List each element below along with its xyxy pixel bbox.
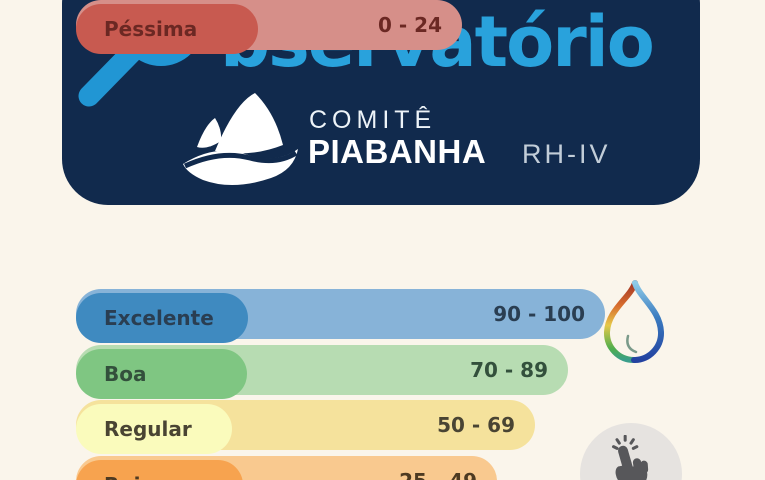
scale-row-ruim: 25 - 49 Ruim — [76, 456, 726, 480]
scale-range: 0 - 24 — [378, 13, 442, 37]
org-region-code: RH-IV — [522, 139, 611, 169]
scale-pill — [76, 460, 243, 480]
scale-range: 50 - 69 — [437, 413, 515, 437]
scale-label: Ruim — [104, 460, 161, 480]
scale-pill — [76, 404, 232, 454]
mountain-waves-logo-icon — [183, 93, 298, 186]
scale-label: Regular — [104, 417, 192, 441]
tap-hand-icon — [611, 435, 649, 480]
scale-row-pessima: 0 - 24 Péssima — [76, 0, 726, 56]
scale-label: Boa — [104, 362, 147, 386]
scale-pill — [76, 349, 247, 399]
scale-pill — [76, 4, 258, 54]
scale-range: 25 - 49 — [399, 456, 477, 480]
scale-pill — [76, 293, 248, 343]
scale-range: 90 - 100 — [493, 302, 585, 326]
scale-row-boa: 70 - 89 Boa — [76, 345, 726, 401]
scale-row-excelente: 90 - 100 Excelente — [76, 289, 726, 345]
scale-label: Excelente — [104, 306, 214, 330]
scale-range: 70 - 89 — [470, 358, 548, 382]
rainbow-water-drop-icon — [604, 280, 664, 363]
scale-label: Péssima — [104, 17, 198, 41]
org-name-line1: COMITÊ — [309, 106, 437, 134]
org-name-line2: PIABANHA — [308, 133, 487, 170]
scale-row-regular: 50 - 69 Regular — [76, 400, 726, 456]
